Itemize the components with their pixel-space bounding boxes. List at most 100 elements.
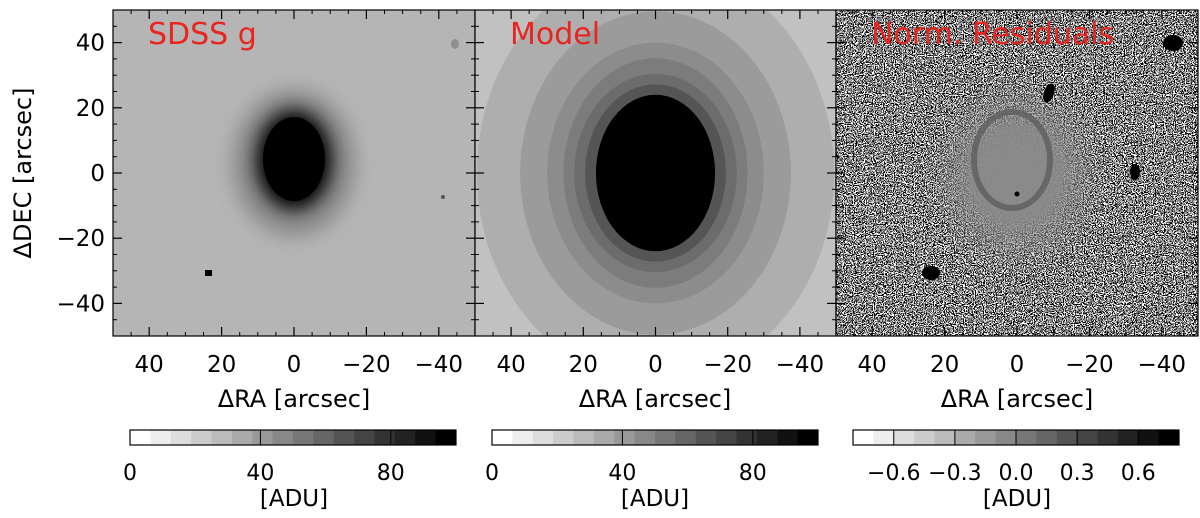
- colorbar-step: [1097, 430, 1119, 445]
- colorbar-tick-label: 40: [246, 461, 274, 486]
- colorbar-tick-label: 80: [377, 461, 405, 486]
- colorbar-step: [634, 430, 656, 445]
- panel-sdss-g: SDSS g: [112, 9, 476, 337]
- colorbar-step: [532, 430, 554, 445]
- panel-model: Model: [474, 9, 837, 337]
- y-tick-label: −20: [56, 226, 105, 252]
- x-axis-label-2: ΔRA [arcsec]: [579, 385, 732, 413]
- colorbar-step: [893, 430, 915, 445]
- colorbar-label-2: [ADU]: [621, 486, 689, 512]
- x-axis-label-1: ΔRA [arcsec]: [218, 385, 371, 413]
- colorbar-step: [695, 430, 717, 445]
- faint-source: [441, 195, 445, 199]
- residual-blob: [1043, 83, 1055, 103]
- colorbar-step: [512, 430, 534, 445]
- colorbar-step: [553, 430, 574, 445]
- colorbar-step: [333, 430, 355, 445]
- y-axis-label: ΔDEC [arcsec]: [9, 88, 37, 259]
- y-tick-label: −40: [56, 291, 105, 317]
- colorbar-step: [975, 430, 997, 445]
- colorbar-step: [954, 430, 976, 445]
- x-tick-label: 20: [930, 352, 959, 378]
- colorbar-step: [1117, 430, 1139, 445]
- residual-calm-region: [924, 75, 1108, 275]
- y-tick-label: 20: [76, 96, 105, 122]
- y-tick-label: 40: [76, 31, 105, 57]
- x-tick-label: −20: [1065, 352, 1114, 378]
- colorbar-step: [995, 430, 1017, 445]
- colorbar-step: [150, 430, 172, 445]
- colorbar-step: [1056, 430, 1078, 445]
- point-source: [205, 270, 212, 276]
- x-tick-label: 40: [858, 352, 887, 378]
- colorbar-step: [293, 430, 314, 445]
- x-tick-label: −40: [1138, 352, 1187, 378]
- colorbar-step: [374, 430, 396, 445]
- colorbar-label-1: [ADU]: [260, 486, 328, 512]
- colorbar-step: [1138, 430, 1160, 445]
- colorbar-step: [716, 430, 737, 445]
- model-contours: [475, 10, 836, 336]
- colorbar-tick-label: −0.3: [928, 461, 981, 486]
- colorbar-step: [797, 430, 819, 445]
- residual-blob: [1130, 164, 1140, 180]
- colorbar-step: [394, 430, 416, 445]
- colorbar-tick-label: 0: [123, 461, 137, 486]
- colorbar-step: [1036, 430, 1058, 445]
- model-contour: [595, 94, 716, 252]
- galaxy-nucleus: [263, 117, 325, 201]
- y-tick-label: 0: [90, 161, 105, 187]
- faint-source: [451, 39, 459, 49]
- colorbar-label-3: [ADU]: [983, 486, 1051, 512]
- colorbar-step: [873, 430, 895, 445]
- colorbar-step: [191, 430, 212, 445]
- colorbar-step: [914, 430, 935, 445]
- residual-blob: [922, 266, 940, 280]
- colorbar-step: [1016, 430, 1037, 445]
- residual-blob: [1163, 35, 1183, 51]
- x-tick-label: 0: [648, 352, 663, 378]
- colorbar-step: [354, 430, 375, 445]
- x-axis-label-3: ΔRA [arcsec]: [941, 385, 1094, 413]
- colorbar-tick-label: 0.0: [999, 461, 1034, 486]
- colorbar-step: [415, 430, 437, 445]
- colorbar-step: [593, 430, 615, 445]
- x-tick-label: 40: [135, 352, 164, 378]
- colorbar-step: [435, 430, 457, 445]
- x-tick-label: −20: [703, 352, 752, 378]
- colorbar-tick-label: 40: [608, 461, 636, 486]
- panel-title-sdss: SDSS g: [148, 17, 257, 52]
- colorbar-step: [492, 430, 513, 445]
- colorbar-step: [777, 430, 799, 445]
- panel-residuals: Norm. Residuals: [835, 9, 1199, 337]
- colorbar-step: [1158, 430, 1180, 445]
- panel-title-model: Model: [510, 17, 600, 52]
- x-tick-label: 20: [207, 352, 236, 378]
- colorbar-step: [211, 430, 233, 445]
- colorbar-step: [130, 430, 151, 445]
- colorbar-step: [272, 430, 294, 445]
- panel-title-residuals: Norm. Residuals: [871, 17, 1114, 52]
- colorbar-tick-label: −0.6: [867, 461, 920, 486]
- colorbar-step: [736, 430, 758, 445]
- colorbars: 0 40 80 0 40 80 −0.6 −0.3 0.0 0.3 0.6: [123, 429, 1180, 486]
- colorbar-step: [252, 430, 274, 445]
- colorbar-step: [934, 430, 956, 445]
- colorbar-step: [231, 430, 253, 445]
- colorbar-step: [614, 430, 636, 445]
- colorbar-step: [853, 430, 874, 445]
- x-tick-label: 20: [569, 352, 598, 378]
- axes: 40 20 0 −20 −40 40 20 0 −20 −40 40 20 0 −20 −40 40 20 0 −2…: [56, 10, 1198, 378]
- colorbar-step: [1077, 430, 1098, 445]
- colorbar-step: [313, 430, 335, 445]
- x-tick-label: −40: [415, 352, 464, 378]
- colorbar-step: [170, 430, 192, 445]
- x-tick-label: −20: [342, 352, 391, 378]
- x-tick-label: −40: [776, 352, 825, 378]
- x-tick-label: 40: [496, 352, 525, 378]
- colorbar-tick-label: 0.6: [1121, 461, 1156, 486]
- colorbar-tick-label: 80: [739, 461, 767, 486]
- colorbar-step: [756, 430, 778, 445]
- colorbar-tick-label: 0.3: [1060, 461, 1095, 486]
